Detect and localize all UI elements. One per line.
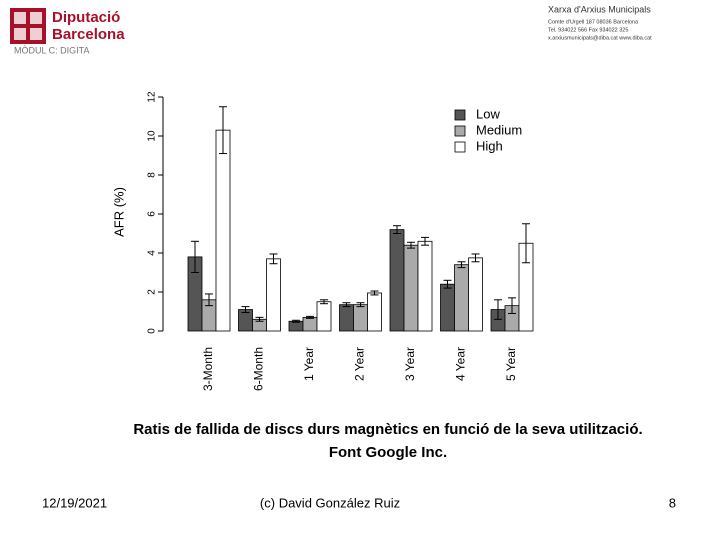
x-tick-label: 3-Month — [201, 347, 215, 391]
org-name: Diputació — [52, 9, 120, 26]
error-bar — [255, 316, 264, 322]
bar — [403, 244, 419, 332]
error-bar — [269, 253, 278, 265]
error-bar — [342, 302, 351, 308]
footer-date: 12/19/2021 — [42, 495, 107, 510]
error-bar — [457, 261, 466, 269]
logo — [10, 8, 46, 44]
legend-label: Low — [476, 106, 500, 121]
org-name: Barcelona — [52, 26, 125, 43]
error-bar — [356, 302, 365, 308]
bar — [353, 304, 368, 332]
x-tick-label: 4 Year — [454, 347, 468, 381]
error-bar — [219, 106, 227, 155]
y-tick-label: 12 — [147, 91, 158, 103]
caption: Font Google Inc. — [329, 444, 447, 461]
bar — [339, 304, 354, 332]
error-bar — [191, 240, 199, 273]
error-bar — [471, 253, 480, 263]
network: Xarxa d'Arxius Municipals — [548, 4, 651, 14]
y-tick-label: 8 — [147, 172, 158, 178]
bar — [266, 258, 281, 332]
bar — [367, 292, 382, 332]
x-tick-label: 5 Year — [504, 347, 518, 381]
address: Comte d'Urgell 187 08036 Barcelona — [548, 19, 639, 25]
address: Tel. 934022 566 Fax 934022 325 — [548, 27, 628, 33]
legend-swatch — [454, 109, 466, 121]
bar — [389, 229, 405, 332]
error-bar — [393, 225, 401, 234]
error-bar — [494, 299, 502, 320]
x-tick-label: 2 Year — [353, 347, 367, 381]
y-tick-label: 10 — [147, 130, 158, 142]
bar — [440, 283, 455, 332]
error-bar — [241, 306, 250, 313]
bar — [417, 240, 433, 332]
caption: Ratis de fallida de discs durs magnètics… — [133, 421, 642, 438]
error-bar — [205, 293, 213, 307]
error-bar — [522, 223, 530, 264]
bar — [215, 129, 231, 332]
error-bar — [421, 236, 429, 246]
error-bar — [292, 319, 300, 323]
y-tick-label: 4 — [147, 250, 158, 256]
x-tick-label: 3 Year — [403, 347, 417, 381]
y-tick-label: 6 — [147, 211, 158, 217]
error-bar — [443, 279, 452, 289]
bar — [316, 301, 332, 332]
legend-swatch — [454, 125, 466, 137]
x-tick-label: 1 Year — [302, 347, 316, 381]
footer-page: 8 — [669, 495, 676, 510]
error-bar — [508, 297, 516, 314]
bar — [468, 257, 483, 332]
bar — [302, 316, 318, 332]
x-tick-label: 6-Month — [252, 347, 266, 391]
module: MÒDUL C: DIGITA — [14, 45, 90, 55]
legend-label: High — [476, 138, 503, 153]
footer-author: (c) David González Ruiz — [260, 495, 400, 510]
error-bar — [370, 290, 379, 296]
y-tick-label: 0 — [147, 328, 158, 334]
error-bar — [320, 299, 328, 305]
address: x.arxiusmunicipals@diba.cat www.diba.cat — [548, 35, 652, 41]
error-bar — [407, 241, 415, 249]
error-bar — [306, 315, 314, 319]
y-tick-label: 2 — [147, 289, 158, 295]
y-axis-label: AFR (%) — [111, 187, 126, 237]
legend-swatch — [454, 141, 466, 153]
bar — [454, 264, 469, 332]
legend-label: Medium — [476, 122, 522, 137]
